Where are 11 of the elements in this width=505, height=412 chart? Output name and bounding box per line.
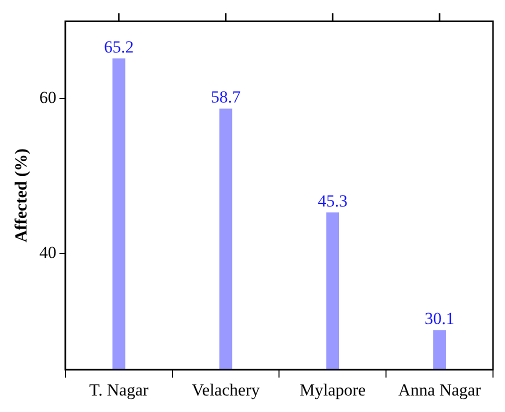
data-label: 45.3 [318, 191, 348, 210]
data-label: 65.2 [104, 37, 134, 56]
y-axis-title: Affected (%) [12, 148, 31, 242]
y-tick-label: 40 [39, 242, 56, 262]
data-label: 30.1 [424, 309, 454, 328]
x-tick-label: Mylapore [300, 380, 366, 400]
x-tick-label: Velachery [192, 380, 260, 400]
x-tick-label: Anna Nagar [398, 380, 482, 400]
x-tick-label: T. Nagar [89, 380, 149, 400]
data-label: 58.7 [210, 88, 242, 107]
y-tick-label: 60 [39, 88, 56, 108]
